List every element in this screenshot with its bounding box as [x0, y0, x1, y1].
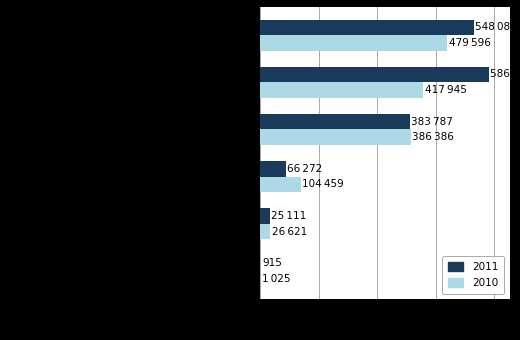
Legend: 2011, 2010: 2011, 2010 — [441, 256, 504, 294]
Text: 25 111: 25 111 — [271, 211, 307, 221]
Bar — [260, 208, 270, 224]
Bar — [260, 224, 270, 239]
Bar — [260, 130, 411, 145]
Bar — [260, 161, 286, 176]
Text: 417 945: 417 945 — [424, 85, 466, 95]
Bar — [260, 114, 410, 130]
Bar — [260, 35, 447, 51]
Text: 383 787: 383 787 — [411, 117, 453, 126]
Text: 66 272: 66 272 — [288, 164, 322, 174]
Text: 104 459: 104 459 — [302, 180, 344, 189]
Text: 548 085: 548 085 — [475, 22, 517, 32]
Bar — [260, 176, 301, 192]
Text: 586 004: 586 004 — [490, 69, 520, 80]
Text: 26 621: 26 621 — [272, 226, 307, 237]
Bar — [260, 67, 489, 82]
Text: 479 596: 479 596 — [449, 38, 490, 48]
Text: 386 386: 386 386 — [412, 132, 454, 142]
Bar — [260, 19, 474, 35]
Bar — [260, 82, 423, 98]
Text: 1 025: 1 025 — [262, 274, 291, 284]
Text: 915: 915 — [262, 258, 282, 268]
